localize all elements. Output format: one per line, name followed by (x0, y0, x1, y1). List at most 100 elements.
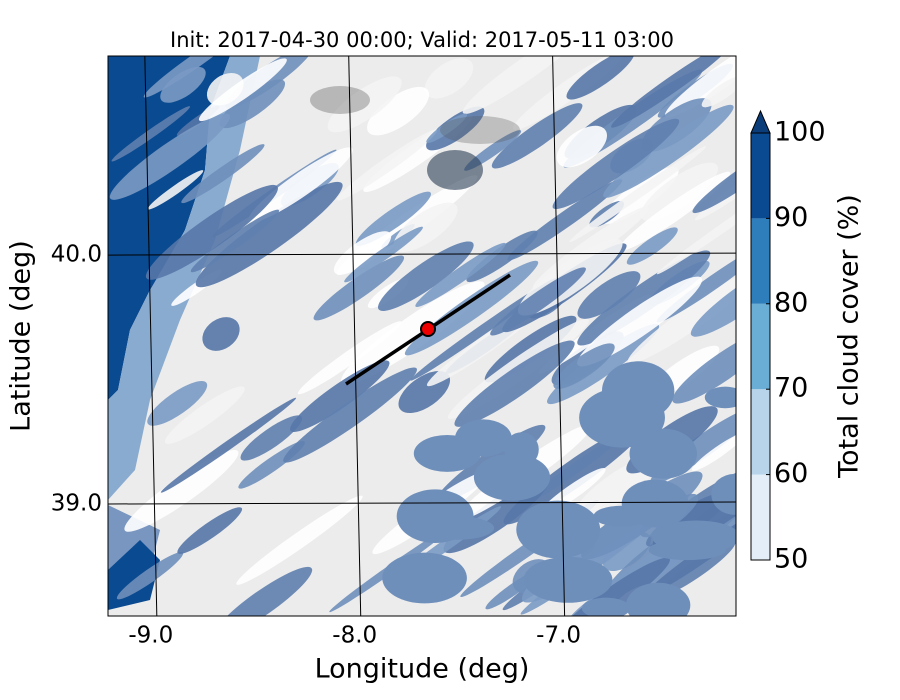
y-tick-label: 40.0 (51, 242, 102, 268)
cloud-streak (124, 449, 239, 532)
cloud-streak (410, 277, 558, 381)
cloud-streak (690, 256, 736, 337)
relief (427, 150, 483, 190)
colorbar: 50 60 70 80 90 100 (750, 109, 826, 575)
map-area (108, 56, 736, 616)
map-frame (107, 55, 737, 617)
colorbar-segment (751, 218, 770, 304)
cloud-streak (147, 170, 204, 210)
cloud-streak (147, 381, 208, 426)
x-tick-label: -8.0 (332, 623, 377, 649)
cloud-streak (195, 181, 343, 288)
cloud-streak (236, 495, 363, 585)
cloud-streak (297, 321, 402, 395)
cloud-streak (313, 255, 405, 321)
cloud-streak (466, 230, 538, 283)
cloud-patch (532, 515, 567, 547)
cloud-streak (164, 386, 245, 444)
cloud-streak (181, 144, 265, 204)
cloud-streak (426, 106, 485, 151)
cloud-streak (240, 415, 303, 461)
cloud-streak (367, 86, 430, 136)
cloud-streak (333, 231, 392, 275)
cloud-streak (602, 531, 651, 571)
colorbar-tick-label: 60 (774, 458, 808, 489)
colorbar-segment (751, 389, 770, 475)
cloud-streak (327, 76, 402, 133)
cloud-streak (694, 146, 736, 221)
cloud-streak (404, 260, 539, 356)
colorbar-tick-label: 50 (774, 544, 808, 575)
cloud-streak (618, 171, 731, 252)
cloud-patch (704, 386, 736, 409)
grid: -9.0 -8.0 -7.0 39.0 40.0 (51, 55, 737, 649)
cloud-streak (426, 113, 468, 143)
colorbar-tick-label: 90 (774, 202, 808, 233)
colorbar-extension (750, 109, 771, 134)
title: Init: 2017-04-30 00:00; Valid: 2017-05-1… (170, 28, 674, 52)
colorbar-frame (750, 132, 771, 561)
x-tick-label: -9.0 (128, 623, 173, 649)
cloud-patch (593, 505, 650, 527)
colorbar-tick-label: 100 (774, 117, 826, 148)
colorbar-tick-label: 70 (774, 373, 808, 404)
cloud-streak (336, 129, 438, 201)
cloud-streak (202, 317, 240, 351)
grid-line (144, 55, 158, 617)
cloud-patch (648, 539, 727, 561)
y-axis-label: Latitude (deg) (6, 240, 37, 432)
cloud-streak (507, 179, 623, 261)
cloud-streak (520, 435, 623, 507)
cloud-streak (611, 56, 733, 128)
cloud-patch (523, 556, 613, 603)
cloud-streak (692, 137, 736, 214)
cloud-streak (627, 269, 736, 364)
cloud-streak (640, 162, 719, 221)
cloud-streak (491, 103, 583, 169)
cloud-patch (382, 552, 467, 604)
colorbar-segment (751, 303, 770, 390)
cloud-streak (577, 271, 641, 319)
relief (440, 116, 520, 144)
cloud-patch (711, 473, 736, 515)
cloud-streak (454, 340, 575, 427)
cloud-patch (419, 516, 495, 540)
cloud-streak (290, 360, 390, 432)
cloud-streak (248, 147, 353, 223)
cloud-streak (213, 566, 313, 616)
cloud-streak (701, 75, 736, 108)
y-tick-label: 39.0 (51, 491, 102, 517)
cloud-streak (190, 209, 280, 273)
cloud-patch (413, 435, 481, 472)
cloud-streak (143, 56, 248, 98)
cloud-streak (160, 397, 297, 493)
cloud-patch (473, 453, 551, 501)
grid-line (107, 252, 737, 256)
x-tick-label: -7.0 (536, 623, 581, 649)
cloud-patch (626, 582, 691, 616)
cloud-streak (569, 146, 707, 243)
colorbar-segment (751, 474, 770, 560)
cloud-streak (552, 118, 680, 210)
cloud-patch (581, 597, 631, 616)
cloud-streak (160, 66, 206, 103)
cloud-streak (553, 343, 615, 389)
relief (310, 86, 370, 114)
cloud-streak (603, 104, 734, 198)
cloud-streak (556, 125, 607, 168)
cloud-streak (340, 281, 485, 385)
cloud-streak (415, 242, 506, 307)
grid-line (348, 55, 362, 617)
colorbar-segment (751, 133, 770, 219)
grid-line (107, 501, 737, 505)
cloud-streak (177, 507, 243, 554)
cloud-streak (490, 267, 586, 336)
cloud-streak (145, 184, 278, 280)
colorbar-tick-label: 80 (774, 287, 808, 318)
cloud-streak (672, 330, 736, 404)
cloud-streak (111, 106, 191, 162)
cloud-streak (577, 250, 711, 346)
grid-line (552, 55, 566, 617)
site-marker (420, 321, 436, 337)
